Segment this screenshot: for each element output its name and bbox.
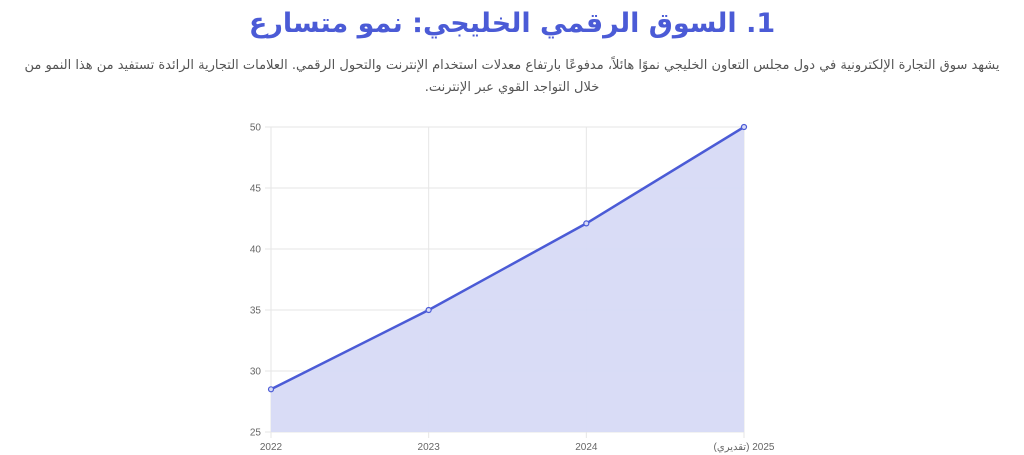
data-point xyxy=(267,386,275,393)
section-description: يشهد سوق التجارة الإلكترونية في دول مجلس… xyxy=(0,55,1024,99)
y-tick-label: 50 xyxy=(250,123,262,134)
y-tick-label: 25 xyxy=(250,428,262,439)
y-tick-label: 45 xyxy=(250,184,262,195)
x-axis-ticks: 2022 2023 2024 2025 (تقديري) xyxy=(260,442,775,453)
series-area-fill xyxy=(271,127,744,432)
section-title: 1. السوق الرقمي الخليجي: نمو متسارع xyxy=(248,8,776,39)
x-tick-label: 2023 xyxy=(418,442,441,453)
x-tick-label: 2022 xyxy=(260,442,283,453)
data-point xyxy=(425,306,432,314)
series-line xyxy=(270,125,745,391)
y-tick-label: 35 xyxy=(250,306,262,317)
x-tick-label: 2024 xyxy=(575,442,598,453)
x-tick-label: 2025 (تقديري) xyxy=(714,442,775,453)
y-axis-ticks: 25 30 35 40 45 50 xyxy=(250,123,262,439)
description-line-2: خلال التواجد القوي عبر الإنترنت. xyxy=(424,80,600,95)
data-point xyxy=(583,220,590,227)
description-line-1: يشهد سوق التجارة الإلكترونية في دول مجلس… xyxy=(24,58,1000,73)
y-tick-label: 30 xyxy=(250,367,262,378)
y-tick-label: 40 xyxy=(250,245,262,256)
series-points xyxy=(267,123,748,393)
data-point xyxy=(740,123,748,131)
